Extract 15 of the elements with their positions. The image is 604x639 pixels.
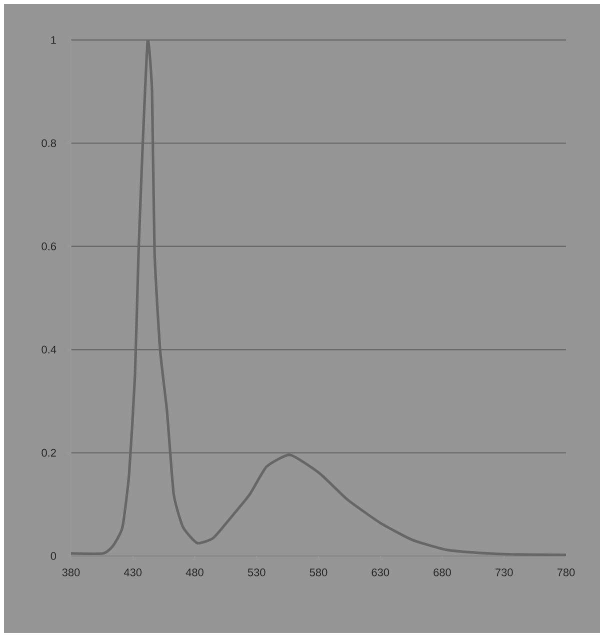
y-tick-label: 1: [51, 36, 56, 44]
x-tick-label: 780: [557, 568, 575, 576]
x-tick-label: 430: [124, 568, 142, 576]
x-tick-label: 480: [186, 568, 204, 576]
y-tick-label: 0.4: [42, 346, 56, 354]
y-tick-label: 0.8: [42, 139, 56, 148]
x-tick-label: 530: [248, 568, 266, 576]
x-tick-label: 580: [310, 568, 328, 576]
x-tick-label: 730: [496, 568, 513, 576]
x-tick-label: 630: [372, 568, 390, 576]
y-tick-label: 0.6: [42, 242, 56, 250]
x-tick-label: 380: [62, 568, 80, 576]
y-tick-label: 0: [50, 552, 56, 560]
x-tick-label: 680: [434, 568, 451, 576]
y-tick-label: 0.2: [42, 448, 56, 457]
